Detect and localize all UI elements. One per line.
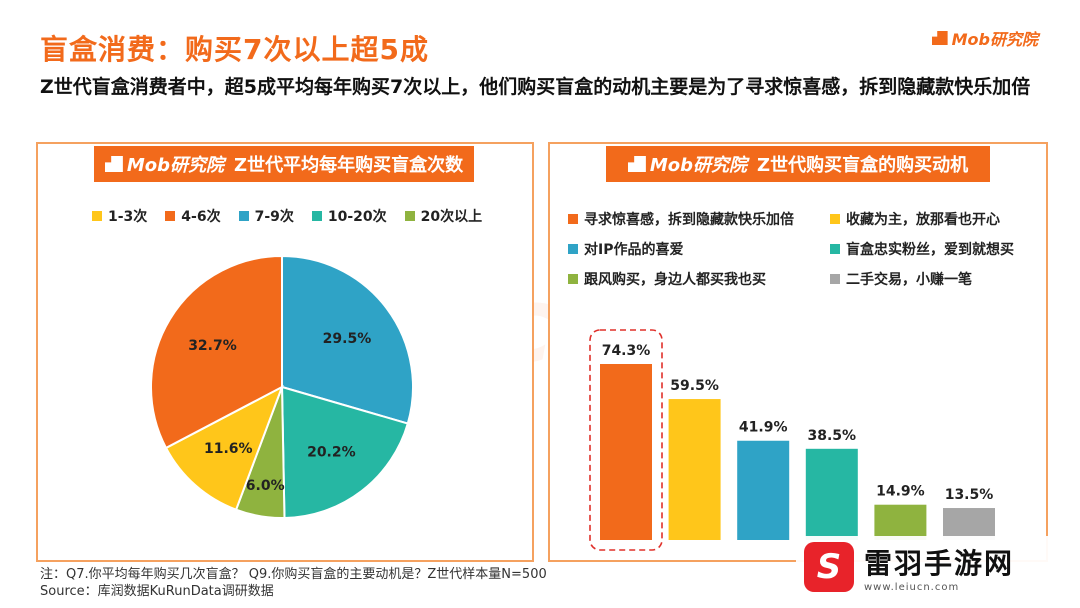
- site-url: www.leiucn.com: [864, 581, 960, 593]
- pie-slice-label: 29.5%: [323, 331, 372, 347]
- pie-legend-item: 7-9次: [238, 206, 294, 226]
- pie-legend-label: 1-3次: [108, 209, 148, 225]
- footer-note: 注：Q7.你平均每年购买几次盲盒？ Q9.你购买盲盒的主要动机是？Z世代样本量N…: [40, 567, 547, 582]
- pie-slice-label: 11.6%: [204, 441, 253, 457]
- bar-chart-title: Z世代购买盲盒的购买动机: [757, 155, 969, 176]
- bar-legend-item: 盲盒忠实粉丝，爱到就想买: [830, 239, 1038, 259]
- bar-value-label: 13.5%: [945, 487, 994, 503]
- pie-slice: [280, 385, 410, 519]
- pie-legend-swatch: [404, 211, 415, 221]
- footer-source: Source：库润数据KuRunData调研数据: [40, 584, 274, 599]
- bar-legend-label: 盲盒忠实粉丝，爱到就想买: [846, 242, 1014, 258]
- pie-legend-item: 20次以上: [404, 206, 483, 226]
- brand-name: Mob研究院: [951, 30, 1038, 49]
- brand-logo-icon: [931, 31, 948, 45]
- bar-legend-item: 跟风购买，身边人都买我也买: [568, 269, 830, 289]
- bar-legend-swatch: [830, 274, 840, 284]
- pie-chart-title: Z世代平均每年购买盲盒次数: [234, 155, 464, 176]
- pie-slice-label: 6.0%: [246, 478, 285, 494]
- pie-header-brand: Mob研究院: [104, 151, 225, 177]
- bar-legend-item: 二手交易，小赚一笔: [830, 269, 1038, 289]
- bar-value-label: 59.5%: [670, 378, 719, 394]
- pie-legend-label: 4-6次: [181, 209, 221, 225]
- pie-legend-swatch: [165, 211, 176, 221]
- bar-legend-swatch: [830, 214, 840, 224]
- pie-slice: [281, 254, 414, 425]
- brand-logo: Mob研究院: [931, 26, 1038, 50]
- bar-value-label: 74.3%: [602, 343, 651, 359]
- bar-legend-label: 收藏为主，放那看也开心: [846, 212, 1000, 228]
- bar-panel: Mob研究院 Z世代购买盲盒的购买动机 寻求惊喜感，拆到隐藏款快乐加倍 收藏为主，…: [548, 142, 1048, 562]
- bar: [737, 440, 790, 540]
- bar-header-brand-text: Mob研究院: [649, 155, 748, 176]
- pie-panel: Mob研究院 Z世代平均每年购买盲盒次数 1-3次 4-6次 7-9次 10-20次 2…: [36, 142, 534, 562]
- bar: [943, 508, 995, 540]
- pie-legend-item: 10-20次: [311, 206, 387, 226]
- pie-slice-label: 20.2%: [307, 444, 356, 460]
- bar-legend-swatch: [568, 244, 578, 254]
- site-name: 雷羽手游网: [864, 546, 1015, 580]
- bar-value-label: 41.9%: [739, 420, 788, 436]
- bar: [874, 504, 927, 540]
- pie-legend-label: 20次以上: [420, 209, 483, 225]
- bar: [600, 364, 652, 540]
- site-logo-icon: S: [804, 542, 854, 592]
- footer-notes: 注：Q7.你平均每年购买几次盲盒？ Q9.你购买盲盒的主要动机是？Z世代样本量N…: [40, 566, 547, 600]
- pie-panel-header: Mob研究院 Z世代平均每年购买盲盒次数: [94, 146, 474, 182]
- pie-header-brand-text: Mob研究院: [126, 155, 225, 176]
- pie-slice: [150, 254, 283, 450]
- bar-panel-header: Mob研究院 Z世代购买盲盒的购买动机: [606, 146, 990, 182]
- bar-chart: 74.3% 59.5% 41.9% 38.5% 14.9% 13.5%: [589, 329, 995, 551]
- pie-legend-swatch: [311, 211, 322, 221]
- pie-legend-swatch: [92, 211, 102, 221]
- pie-legend: 1-3次 4-6次 7-9次 10-20次 20次以上: [92, 206, 482, 226]
- bar-legend-swatch: [568, 274, 578, 284]
- bar-legend-label: 跟风购买，身边人都买我也买: [584, 272, 766, 288]
- page-title: 盲盒消费：购买7次以上超5成: [40, 33, 429, 66]
- site-watermark: S 雷羽手游网 www.leiucn.com: [796, 536, 1054, 598]
- bar-legend-item: 收藏为主，放那看也开心: [830, 209, 1038, 229]
- page-subtitle: Z世代盲盒消费者中，超5成平均每年购买7次以上，他们购买盲盒的动机主要是为了寻求…: [40, 76, 1031, 98]
- bar-legend-swatch: [830, 244, 840, 254]
- pie-legend-label: 10-20次: [327, 209, 387, 225]
- pie-legend-item: 1-3次: [92, 206, 147, 226]
- bar-legend: 寻求惊喜感，拆到隐藏款快乐加倍 收藏为主，放那看也开心对IP作品的喜爱 盲盒忠实粉丝…: [568, 204, 1038, 294]
- bar: [805, 448, 858, 540]
- bar-value-label: 38.5%: [808, 428, 857, 444]
- bar-value-label: 14.9%: [876, 484, 925, 500]
- pie-slice: [164, 384, 284, 511]
- pie-chart: 29.5% 20.2% 6.0% 11.6% 32.7%: [150, 254, 414, 519]
- bar-legend-item: 对IP作品的喜爱: [568, 239, 830, 259]
- bar-legend-swatch: [568, 214, 578, 224]
- bar-highlight-frame: [589, 329, 663, 551]
- pie-legend-label: 7-9次: [254, 209, 294, 225]
- pie-slice-label: 32.7%: [188, 338, 237, 354]
- bar: [668, 399, 721, 540]
- pie-legend-item: 4-6次: [165, 206, 221, 226]
- pie-legend-swatch: [238, 211, 249, 221]
- bar-legend-item: 寻求惊喜感，拆到隐藏款快乐加倍: [568, 209, 830, 229]
- bar-header-brand: Mob研究院: [627, 151, 748, 177]
- bar-legend-label: 对IP作品的喜爱: [584, 242, 684, 258]
- bar-legend-label: 寻求惊喜感，拆到隐藏款快乐加倍: [584, 212, 794, 228]
- bar-legend-label: 二手交易，小赚一笔: [846, 272, 972, 288]
